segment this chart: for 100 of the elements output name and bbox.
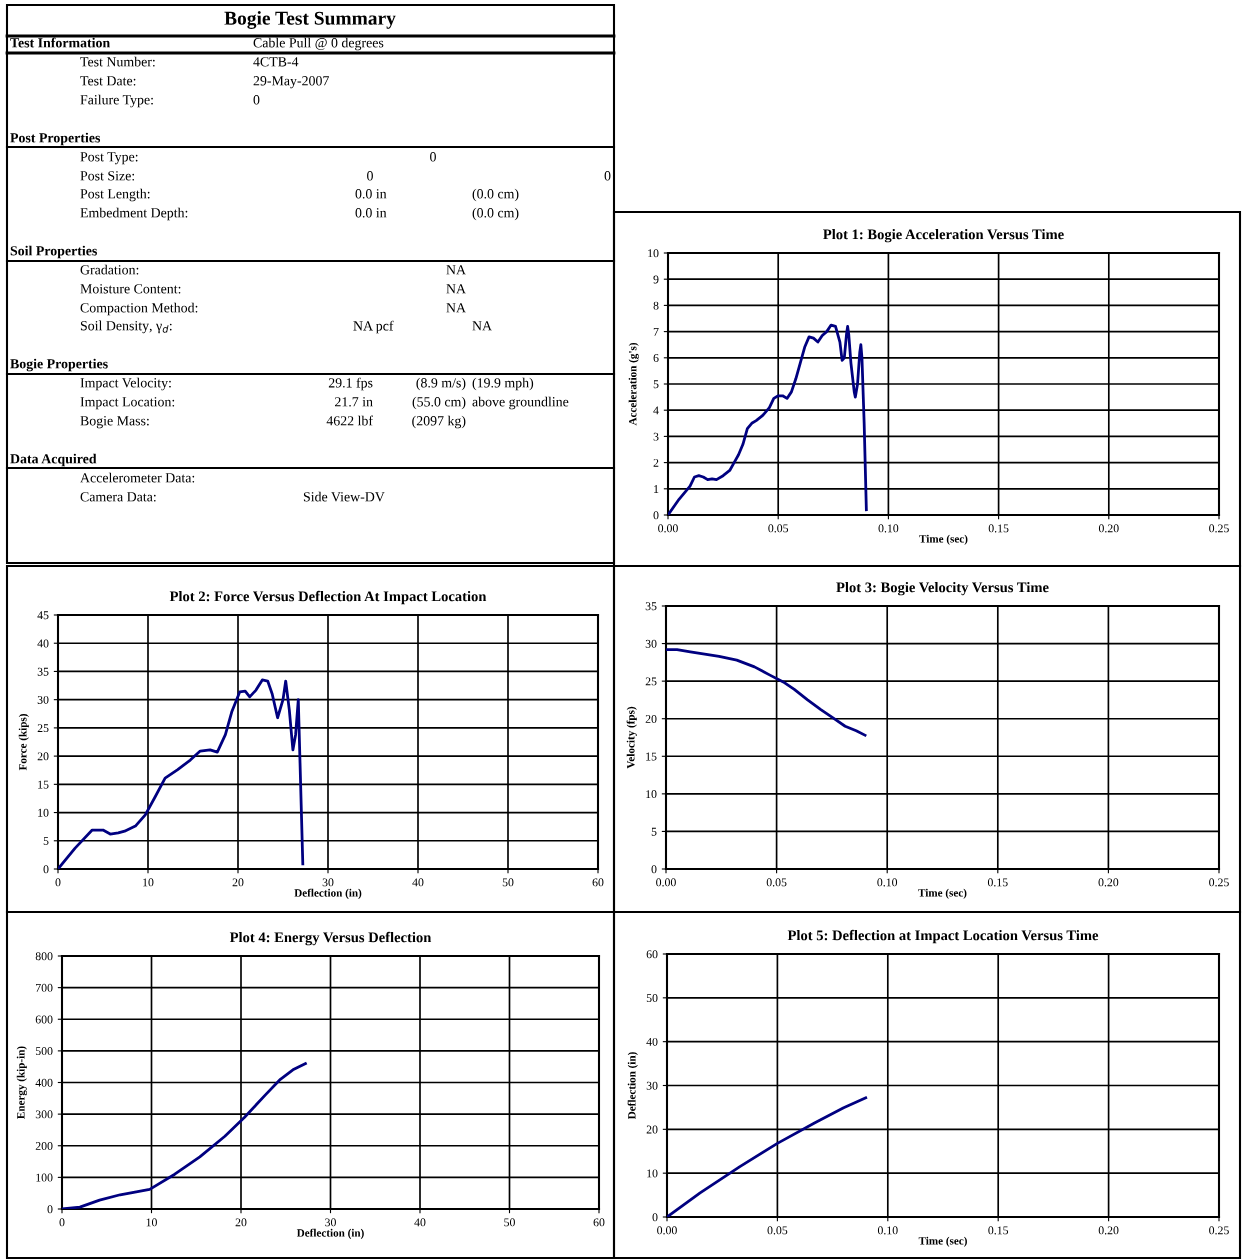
x-tick-label: 40 xyxy=(412,878,424,887)
y-tick-label: 2 xyxy=(653,458,659,467)
y-tick-label: 800 xyxy=(35,952,53,961)
text: (0.0 cm) xyxy=(472,188,519,202)
x-tick-label: 0 xyxy=(59,1218,65,1227)
text: Impact Location: xyxy=(80,397,175,410)
text: Post Length: xyxy=(80,188,150,202)
y-axis-title: Force (kips) xyxy=(18,714,29,771)
y-tick-label: 600 xyxy=(35,1015,53,1024)
y-tick-label: 20 xyxy=(646,1125,658,1134)
y-tick-label: 8 xyxy=(653,301,659,310)
y-tick-label: 100 xyxy=(36,1173,53,1182)
y-tick-label: 15 xyxy=(38,780,49,789)
y-tick-label: 5 xyxy=(43,837,49,845)
y-tick-label: 3 xyxy=(653,432,659,441)
x-tick-label: 0.25 xyxy=(1209,524,1229,533)
text: Bogie Properties xyxy=(10,358,108,372)
text: 21.7 in xyxy=(335,397,373,407)
text: NA xyxy=(446,284,466,294)
y-tick-label: 6 xyxy=(653,354,659,363)
x-tick-label: 50 xyxy=(502,878,514,887)
y-tick-label: 0 xyxy=(47,1205,53,1214)
text: NA xyxy=(472,321,492,331)
y-tick-label: 400 xyxy=(35,1078,53,1087)
text: Bogie Mass: xyxy=(80,416,149,429)
x-tick-label: 20 xyxy=(235,1218,247,1227)
x-tick-label: 60 xyxy=(592,878,604,887)
text: NA pcf xyxy=(353,320,394,334)
x-tick-label: 0.15 xyxy=(988,1226,1009,1235)
x-tick-label: 0.20 xyxy=(1098,878,1119,887)
text: 0 xyxy=(604,171,611,181)
x-axis-title: Time (sec) xyxy=(918,1236,967,1247)
y-tick-label: 7 xyxy=(653,327,659,336)
y-tick-label: 4 xyxy=(653,406,659,415)
y-axis-title: Velocity (fps) xyxy=(626,706,637,769)
text: Test Number: xyxy=(80,56,155,67)
x-tick-label: 60 xyxy=(593,1218,605,1227)
y-tick-label: 0 xyxy=(651,865,657,874)
y-tick-label: 25 xyxy=(37,724,49,733)
y-tick-label: 500 xyxy=(35,1047,53,1056)
line-series xyxy=(62,1062,307,1209)
y-axis-title: Deflection (in) xyxy=(627,1052,638,1120)
x-tick-label: 0.05 xyxy=(768,524,789,533)
chart-title: Plot 4: Energy Versus Deflection xyxy=(229,931,432,946)
x-tick-label: 0.00 xyxy=(656,878,676,887)
x-tick-label: 0.25 xyxy=(1209,878,1229,887)
y-tick-label: 0 xyxy=(43,865,49,874)
text: (19.9 mph) xyxy=(472,377,534,391)
text: Embedment Depth: xyxy=(80,207,188,221)
y-tick-label: 30 xyxy=(37,695,49,704)
x-axis-title: Time (sec) xyxy=(919,534,968,545)
x-tick-label: 0.20 xyxy=(1098,1226,1119,1235)
y-axis-title: Acceleration (g's) xyxy=(628,342,639,426)
y-tick-label: 35 xyxy=(37,667,49,676)
text: 0 xyxy=(430,152,436,162)
text: (0.0 cm) xyxy=(472,207,519,221)
text: 0.0 in xyxy=(355,208,387,218)
line-series xyxy=(666,648,867,737)
line-series xyxy=(58,678,305,869)
y-tick-label: 15 xyxy=(646,752,657,761)
x-tick-label: 0.10 xyxy=(877,878,898,887)
y-axis-title: Energy (kip-in) xyxy=(16,1046,27,1119)
text: 0 xyxy=(253,95,260,105)
y-tick-label: 10 xyxy=(647,1169,658,1178)
x-tick-label: 0.15 xyxy=(987,878,1008,887)
chart-title: Plot 3: Bogie Velocity Versus Time xyxy=(836,581,1049,596)
x-tick-label: 0.05 xyxy=(767,1226,788,1235)
y-tick-label: 20 xyxy=(645,714,657,723)
line-series xyxy=(668,323,868,515)
x-tick-label: 0.10 xyxy=(878,524,899,533)
x-tick-label: 10 xyxy=(143,878,154,887)
text: Gradation: xyxy=(80,264,139,275)
text: Data Acquired xyxy=(10,453,97,467)
text: Compaction Method: xyxy=(80,302,198,316)
x-tick-label: 30 xyxy=(322,878,334,887)
y-tick-label: 5 xyxy=(653,380,659,389)
y-tick-label: 1 xyxy=(654,485,659,493)
text: Cable Pull @ 0 degrees xyxy=(253,37,384,51)
y-tick-label: 60 xyxy=(646,950,658,959)
text: NA xyxy=(446,303,466,313)
text: Test Date: xyxy=(80,76,136,86)
y-tick-label: 10 xyxy=(38,808,49,817)
y-tick-label: 40 xyxy=(37,639,49,648)
line-series xyxy=(667,1096,868,1217)
text: 4622 lbf xyxy=(326,415,373,426)
x-tick-label: 10 xyxy=(146,1218,157,1227)
x-tick-label: 0.25 xyxy=(1209,1226,1229,1235)
y-tick-label: 10 xyxy=(646,790,657,799)
chart-title: Plot 5: Deflection at Impact Location Versus Time xyxy=(787,929,1099,944)
text: Soil Density, γ$_{d}$: xyxy=(80,320,172,334)
x-tick-label: 50 xyxy=(504,1218,515,1227)
y-tick-label: 5 xyxy=(651,827,657,836)
text: Camera Data: xyxy=(80,492,156,502)
x-axis-title: Deflection (in) xyxy=(294,888,362,899)
text: Moisture Content: xyxy=(80,284,181,294)
x-tick-label: 0.00 xyxy=(657,1226,677,1235)
text: 4CTB-4 xyxy=(253,57,299,67)
y-tick-label: 0 xyxy=(653,511,659,520)
text: Failure Type: xyxy=(80,94,153,108)
y-tick-label: 700 xyxy=(36,983,53,992)
